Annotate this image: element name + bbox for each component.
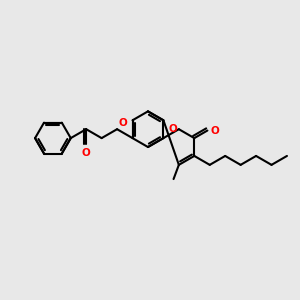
Text: O: O — [118, 118, 127, 128]
Text: O: O — [210, 125, 219, 136]
Text: O: O — [168, 124, 177, 134]
Text: O: O — [82, 148, 91, 158]
